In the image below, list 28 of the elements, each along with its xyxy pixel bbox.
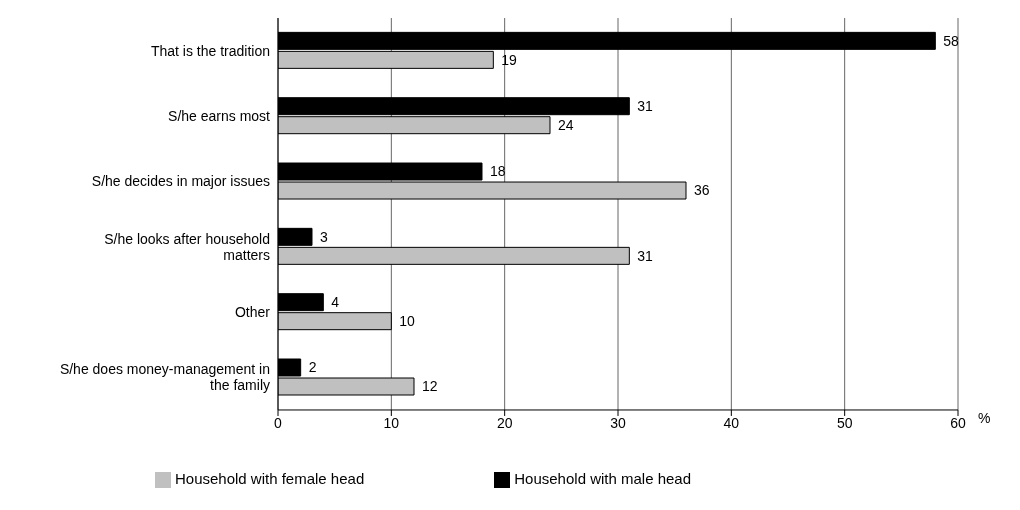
legend-label: Household with female head [174,469,365,487]
y-tick-label: S/he does money-management in the family [59,361,270,394]
y-tick-label: That is the tradition [150,42,270,59]
x-tick-label: 20 [496,414,513,431]
y-tick-label: Other [234,303,271,320]
x-tick-label: 50 [836,414,853,431]
data-label: 31 [637,98,654,115]
x-tick-label: 10 [383,414,400,431]
y-tick-label: S/he looks after household matters [104,230,270,263]
data-label: 58 [943,32,960,49]
data-label: 36 [694,182,710,199]
x-tick-label: 0 [274,414,283,431]
x-tick-label: 30 [610,414,626,431]
data-label: 3 [320,228,328,245]
x-tick-label: 40 [723,414,740,431]
data-label: 24 [558,117,574,134]
x-axis-title: % [978,409,991,426]
data-label: 4 [331,294,340,311]
legend-label: Household with male head [514,469,692,487]
x-tick-label: 60 [950,414,966,431]
data-label: 31 [637,247,654,264]
data-label: 19 [501,51,518,68]
data-label: 2 [308,359,317,376]
data-label: 18 [490,163,506,180]
data-label: 12 [422,378,438,395]
y-tick-label: S/he decides in major issues [91,173,270,190]
data-label: 10 [399,313,416,330]
y-tick-label: S/he earns most [168,107,271,124]
